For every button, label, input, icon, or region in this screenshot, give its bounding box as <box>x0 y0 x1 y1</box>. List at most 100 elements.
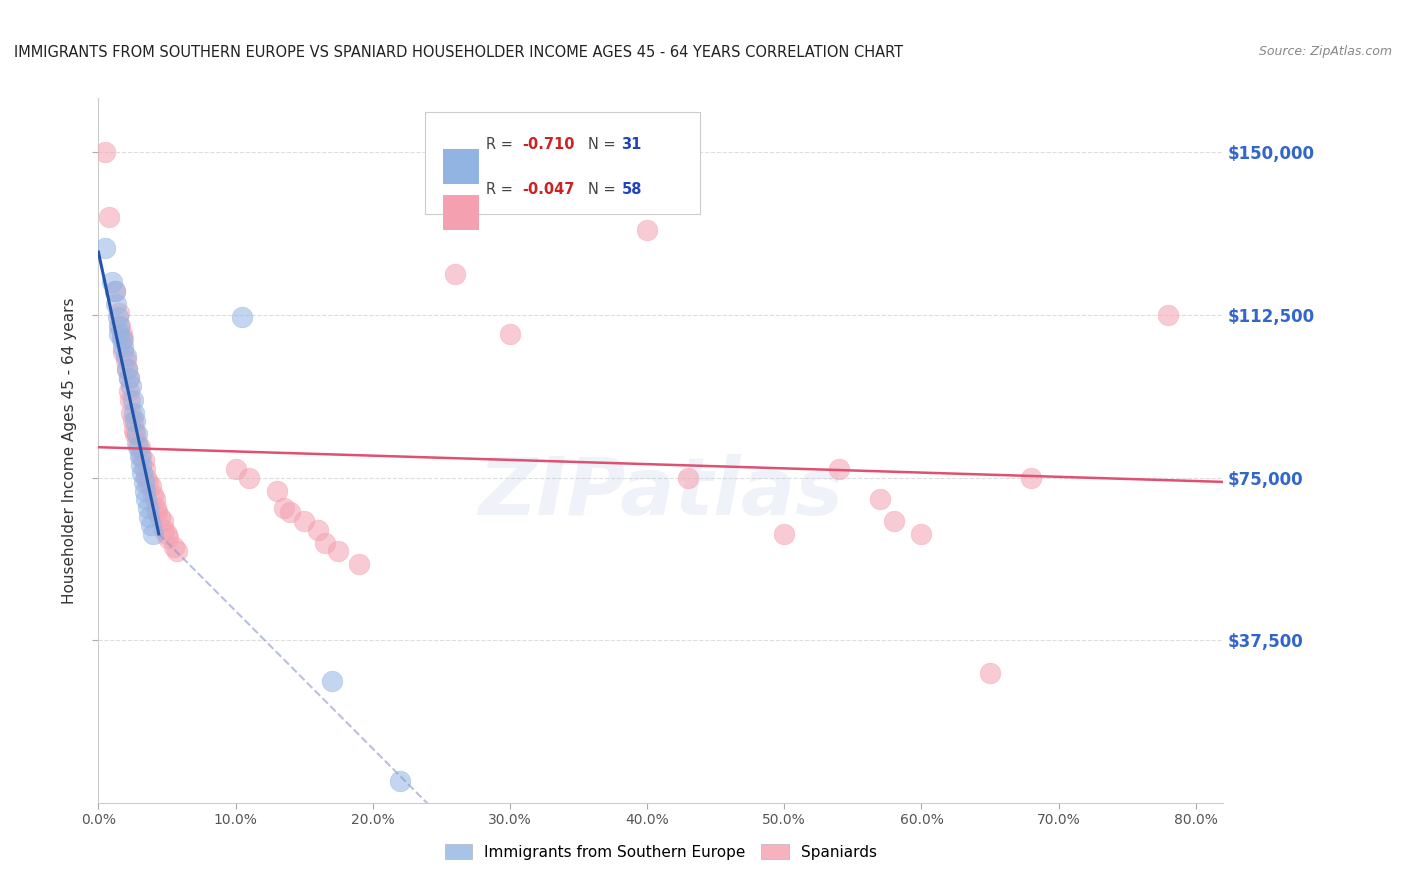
Point <box>134 462 156 476</box>
Point <box>231 310 253 325</box>
Point <box>129 449 152 463</box>
Point <box>321 674 343 689</box>
FancyBboxPatch shape <box>425 112 700 214</box>
Point <box>120 405 142 419</box>
Point <box>1157 308 1180 322</box>
Point <box>129 458 152 472</box>
Point <box>166 544 188 558</box>
Text: 31: 31 <box>621 136 641 152</box>
Point <box>163 540 186 554</box>
Text: N =: N = <box>588 136 620 152</box>
Point <box>117 371 139 385</box>
Point <box>111 332 134 346</box>
Point <box>105 297 128 311</box>
Text: 58: 58 <box>621 183 643 197</box>
Text: -0.047: -0.047 <box>523 183 575 197</box>
Point <box>108 327 131 342</box>
Point <box>124 414 146 428</box>
Point <box>115 362 138 376</box>
Point <box>273 500 295 515</box>
Point <box>499 327 522 342</box>
Point <box>280 505 302 519</box>
Point <box>98 211 121 225</box>
Y-axis label: Householder Income Ages 45 - 64 years: Householder Income Ages 45 - 64 years <box>62 297 77 604</box>
FancyBboxPatch shape <box>443 194 478 230</box>
Point <box>135 470 157 484</box>
Point <box>131 467 153 481</box>
Point <box>122 423 145 437</box>
Point <box>104 284 127 298</box>
Point <box>118 392 141 407</box>
Point <box>292 514 315 528</box>
Point <box>111 327 134 342</box>
Point <box>104 284 127 298</box>
Point <box>157 531 180 545</box>
Text: R =: R = <box>486 136 517 152</box>
Text: IMMIGRANTS FROM SOUTHERN EUROPE VS SPANIARD HOUSEHOLDER INCOME AGES 45 - 64 YEAR: IMMIGRANTS FROM SOUTHERN EUROPE VS SPANI… <box>14 45 903 60</box>
Text: Source: ZipAtlas.com: Source: ZipAtlas.com <box>1258 45 1392 58</box>
Point <box>115 362 138 376</box>
Point <box>149 509 172 524</box>
Point <box>110 318 132 333</box>
Point <box>108 306 131 320</box>
Point <box>979 665 1001 680</box>
Point <box>122 405 145 419</box>
Point <box>266 483 288 498</box>
Point <box>121 392 143 407</box>
Point <box>773 527 796 541</box>
Text: N =: N = <box>588 183 620 197</box>
Point <box>132 453 155 467</box>
Point <box>101 276 124 290</box>
Point <box>135 492 157 507</box>
Point <box>117 384 139 398</box>
Point <box>112 341 135 355</box>
Point <box>1019 470 1042 484</box>
Point <box>139 518 162 533</box>
Point <box>314 535 336 549</box>
Point <box>153 523 176 537</box>
Point <box>108 318 131 333</box>
Point <box>910 527 932 541</box>
Point <box>828 462 851 476</box>
Point <box>127 440 149 454</box>
Text: -0.710: -0.710 <box>523 136 575 152</box>
FancyBboxPatch shape <box>443 149 478 185</box>
Point <box>107 310 129 325</box>
Point <box>115 353 138 368</box>
Point <box>132 475 155 489</box>
Point <box>94 241 117 255</box>
Point <box>678 470 700 484</box>
Point <box>883 514 905 528</box>
Point <box>139 479 162 493</box>
Text: R =: R = <box>486 183 517 197</box>
Point <box>145 500 167 515</box>
Point <box>328 544 350 558</box>
Point <box>136 475 159 489</box>
Text: ZIPatlas: ZIPatlas <box>478 454 844 532</box>
Point <box>225 462 247 476</box>
Point <box>125 435 148 450</box>
Point <box>389 774 412 789</box>
Point <box>112 344 135 359</box>
Point <box>142 527 165 541</box>
Point <box>112 332 135 346</box>
Legend: Immigrants from Southern Europe, Spaniards: Immigrants from Southern Europe, Spaniar… <box>439 838 883 865</box>
Point <box>138 509 160 524</box>
Point <box>121 414 143 428</box>
Point <box>128 440 150 454</box>
Point <box>156 527 179 541</box>
Point <box>142 488 165 502</box>
Point <box>136 500 159 515</box>
Point <box>125 427 148 442</box>
Point <box>146 505 169 519</box>
Point <box>124 427 146 442</box>
Point <box>128 449 150 463</box>
Point <box>115 349 138 363</box>
Point <box>869 492 891 507</box>
Point <box>636 223 658 237</box>
Point <box>143 492 166 507</box>
Point <box>152 514 174 528</box>
Point <box>444 267 467 281</box>
Point <box>134 483 156 498</box>
Point <box>94 145 117 160</box>
